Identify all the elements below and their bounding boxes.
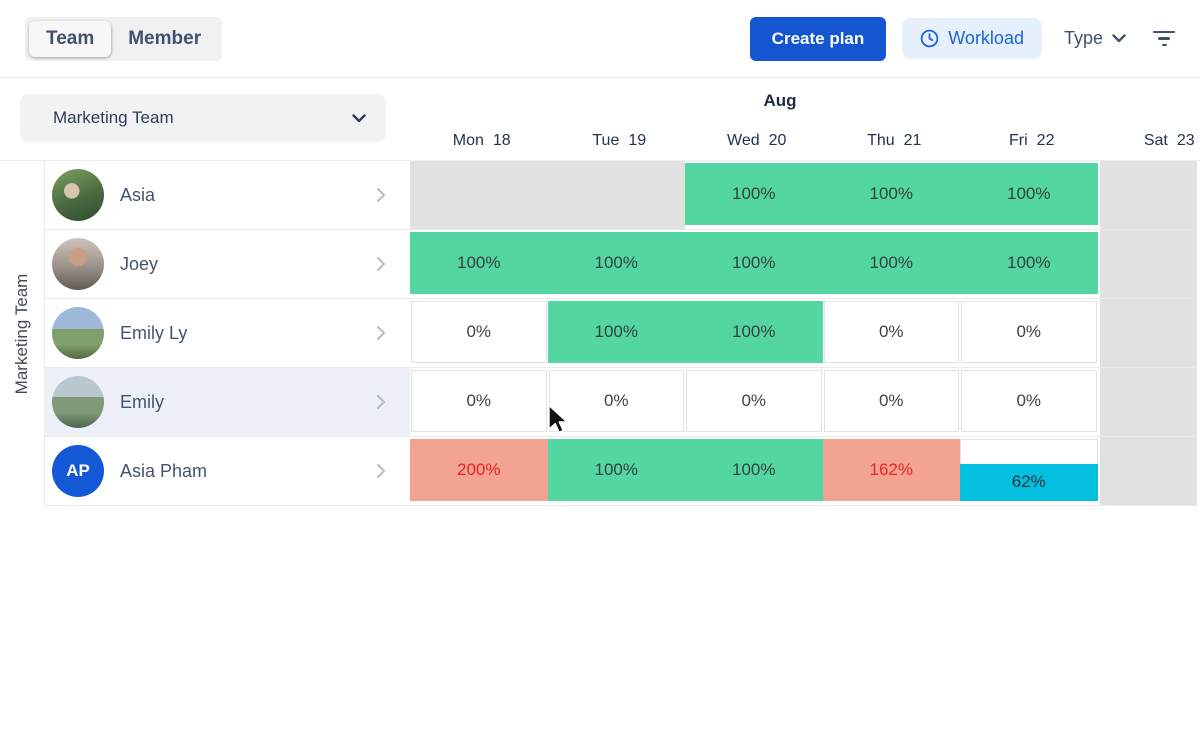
clock-icon — [920, 29, 939, 48]
member-name: Asia — [120, 184, 156, 205]
chevron-right-icon[interactable] — [376, 187, 386, 203]
workload-cell[interactable]: 100% — [410, 232, 548, 294]
workload-cell-partial[interactable]: 62% — [960, 439, 1098, 501]
workload-cell[interactable] — [1097, 437, 1197, 505]
member-row-joey[interactable]: Joey — [45, 230, 410, 299]
member-row-asia-pham[interactable]: AP Asia Pham — [45, 437, 410, 506]
workload-cell-overallocated[interactable]: 162% — [822, 439, 960, 501]
workload-cell[interactable]: 100% — [547, 439, 685, 501]
workload-cell[interactable]: 100% — [822, 232, 960, 294]
calendar-header: Aug Mon 18 Tue 19 Wed 20 Thu 21 Fri 22 Sat 23 — [413, 78, 1200, 160]
member-list: Asia Joey Emily Ly Emily AP Asia Pham — [45, 161, 410, 506]
team-selector[interactable]: Marketing Team — [20, 94, 386, 142]
month-label: Aug — [763, 91, 797, 110]
team-group-rail: Marketing Team — [0, 161, 45, 506]
chevron-right-icon[interactable] — [376, 256, 386, 272]
member-name: Emily Ly — [120, 322, 188, 343]
chevron-down-icon — [1112, 34, 1126, 43]
toolbar-actions: Create plan Workload Type — [749, 16, 1176, 61]
workload-cell[interactable]: 100% — [960, 163, 1098, 225]
member-name: Asia Pham — [120, 460, 208, 481]
workload-cell[interactable]: 100% — [822, 163, 960, 225]
avatar — [52, 169, 104, 221]
avatar — [52, 376, 104, 428]
workload-cell[interactable]: 0% — [548, 370, 684, 432]
create-plan-button[interactable]: Create plan — [749, 16, 887, 61]
partial-allocation-bar: 62% — [960, 463, 1098, 501]
workload-cell[interactable]: 100% — [685, 301, 823, 363]
view-toggle: Team Member — [25, 16, 223, 61]
workload-cell[interactable]: 0% — [823, 301, 959, 363]
workload-cell[interactable]: 0% — [686, 370, 822, 432]
toolbar: Team Member Create plan Workload Type — [0, 0, 1200, 78]
filter-icon[interactable] — [1152, 29, 1176, 49]
workload-cell[interactable] — [1097, 230, 1197, 298]
workload-button[interactable]: Workload — [902, 18, 1042, 59]
member-row-emily[interactable]: Emily — [45, 368, 410, 437]
chevron-down-icon — [352, 113, 366, 123]
team-group-label: Marketing Team — [12, 273, 31, 394]
workload-cell[interactable] — [547, 161, 685, 229]
chevron-right-icon[interactable] — [376, 394, 386, 410]
header-band: Marketing Team Aug Mon 18 Tue 19 Wed 20 Thu… — [0, 78, 1200, 161]
workload-cell[interactable]: 100% — [685, 232, 823, 294]
workload-cell[interactable]: 0% — [961, 370, 1097, 432]
workload-row-joey: 100% 100% 100% 100% 100% — [410, 230, 1197, 299]
view-toggle-team[interactable]: Team — [29, 20, 112, 57]
day-header-row: Mon 18 Tue 19 Wed 20 Thu 21 Fri 22 Sat 23 — [413, 132, 1200, 150]
workload-button-label: Workload — [948, 28, 1024, 48]
day-header: Thu 21 — [867, 132, 922, 149]
workload-grid: 100% 100% 100% 100% 100% 100% 100% 100% … — [410, 161, 1197, 506]
view-toggle-member[interactable]: Member — [128, 27, 202, 49]
day-header: Wed 20 — [727, 132, 787, 149]
avatar-initials: AP — [52, 445, 104, 497]
workload-cell[interactable] — [1097, 299, 1197, 367]
avatar — [52, 307, 104, 359]
workload-cell[interactable] — [1097, 161, 1197, 229]
member-row-emily-ly[interactable]: Emily Ly — [45, 299, 410, 368]
workload-cell[interactable]: 100% — [547, 232, 685, 294]
workload-cell[interactable] — [1097, 368, 1197, 436]
workload-cell[interactable]: 0% — [961, 301, 1097, 363]
type-dropdown-label: Type — [1063, 28, 1103, 48]
type-dropdown[interactable]: Type — [1064, 28, 1126, 49]
workload-cell[interactable]: 0% — [411, 301, 547, 363]
workload-cell[interactable]: 0% — [411, 370, 547, 432]
workload-cell[interactable] — [410, 161, 548, 229]
member-name: Joey — [120, 253, 159, 274]
day-header: Tue 19 — [592, 132, 647, 149]
workload-row-asia-pham: 200% 100% 100% 162% 62% — [410, 437, 1197, 506]
workload-cell[interactable]: 100% — [685, 439, 823, 501]
workload-cell[interactable]: 100% — [685, 163, 823, 225]
workload-row-asia: 100% 100% 100% — [410, 161, 1197, 230]
workload-cell-overallocated[interactable]: 200% — [410, 439, 548, 501]
workload-row-emily: 0% 0% 0% 0% 0% — [410, 368, 1197, 437]
chevron-right-icon[interactable] — [376, 325, 386, 341]
member-name: Emily — [120, 391, 164, 412]
chevron-right-icon[interactable] — [376, 463, 386, 479]
workload-row-emily-ly: 0% 100% 100% 0% 0% — [410, 299, 1197, 368]
member-row-asia[interactable]: Asia — [45, 161, 410, 230]
day-header: Sat 23 — [1143, 132, 1195, 149]
content-band: Marketing Team Asia Joey Emily Ly Emily — [0, 161, 1200, 506]
workload-cell[interactable]: 0% — [823, 370, 959, 432]
team-panel-header: Marketing Team — [0, 78, 413, 160]
day-header: Mon 18 — [452, 132, 511, 149]
workload-cell[interactable]: 100% — [547, 301, 685, 363]
avatar — [52, 238, 104, 290]
day-header: Fri 22 — [1009, 132, 1055, 149]
team-selector-value: Marketing Team — [53, 108, 174, 127]
workload-cell[interactable]: 100% — [960, 232, 1098, 294]
